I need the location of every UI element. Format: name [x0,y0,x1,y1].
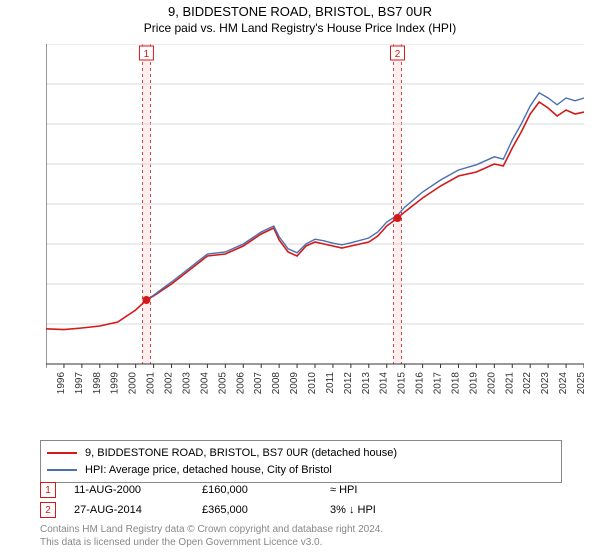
price-chart: 12£0£100K£200K£300K£400K£500K£600K£700K£… [46,44,584,394]
svg-text:2008: 2008 [271,372,282,394]
table-row: 2 27-AUG-2014 £365,000 3% ↓ HPI [40,500,440,520]
chart-container: 9, BIDDESTONE ROAD, BRISTOL, BS7 0UR Pri… [0,0,600,560]
svg-text:2002: 2002 [164,372,175,394]
marker-date: 27-AUG-2014 [74,504,184,516]
marker-delta: ≈ HPI [330,484,440,496]
svg-text:2004: 2004 [199,372,210,394]
svg-text:1998: 1998 [92,372,103,394]
svg-text:2010: 2010 [307,372,318,394]
legend-swatch-hpi [47,469,77,471]
svg-text:2003: 2003 [181,372,192,394]
svg-text:2022: 2022 [522,372,533,394]
legend-row-hpi: HPI: Average price, detached house, City… [47,462,555,479]
svg-text:1996: 1996 [56,372,67,394]
svg-text:1999: 1999 [110,372,121,394]
marker-price: £160,000 [202,484,312,496]
title-subtitle: Price paid vs. HM Land Registry's House … [0,21,600,37]
legend-swatch-property [47,452,77,454]
svg-text:2023: 2023 [540,372,551,394]
title-block: 9, BIDDESTONE ROAD, BRISTOL, BS7 0UR Pri… [0,0,600,36]
svg-text:2015: 2015 [397,372,408,394]
legend: 9, BIDDESTONE ROAD, BRISTOL, BS7 0UR (de… [40,440,562,483]
table-row: 1 11-AUG-2000 £160,000 ≈ HPI [40,480,440,500]
legend-label-hpi: HPI: Average price, detached house, City… [85,462,332,479]
svg-text:2024: 2024 [558,372,569,394]
footer-line2: This data is licensed under the Open Gov… [40,537,580,550]
svg-text:2011: 2011 [325,372,336,394]
svg-text:2014: 2014 [379,372,390,394]
footer-line1: Contains HM Land Registry data © Crown c… [40,524,580,537]
svg-text:1995: 1995 [46,372,49,394]
svg-text:1: 1 [144,49,150,60]
svg-text:2019: 2019 [468,372,479,394]
legend-label-property: 9, BIDDESTONE ROAD, BRISTOL, BS7 0UR (de… [85,445,397,462]
marker-price: £365,000 [202,504,312,516]
svg-text:2001: 2001 [146,372,157,394]
svg-text:2006: 2006 [235,372,246,394]
footer-attribution: Contains HM Land Registry data © Crown c… [40,524,580,549]
svg-text:2018: 2018 [450,372,461,394]
svg-text:2016: 2016 [415,372,426,394]
svg-text:2025: 2025 [576,372,584,394]
legend-row-property: 9, BIDDESTONE ROAD, BRISTOL, BS7 0UR (de… [47,445,555,462]
svg-text:1997: 1997 [74,372,85,394]
svg-text:2005: 2005 [217,372,228,394]
svg-text:2021: 2021 [504,372,515,394]
svg-text:2: 2 [395,49,401,60]
marker-date: 11-AUG-2000 [74,484,184,496]
marker-badge-1: 1 [40,482,56,498]
title-address: 9, BIDDESTONE ROAD, BRISTOL, BS7 0UR [0,4,600,21]
marker-badge-2: 2 [40,502,56,518]
marker-delta: 3% ↓ HPI [330,504,440,516]
svg-text:2007: 2007 [253,372,264,394]
svg-text:2020: 2020 [486,372,497,394]
sale-marker-table: 1 11-AUG-2000 £160,000 ≈ HPI 2 27-AUG-20… [40,480,440,520]
svg-text:2017: 2017 [433,372,444,394]
svg-text:2013: 2013 [361,372,372,394]
svg-text:2000: 2000 [128,372,139,394]
svg-text:2009: 2009 [289,372,300,394]
svg-text:2012: 2012 [343,372,354,394]
